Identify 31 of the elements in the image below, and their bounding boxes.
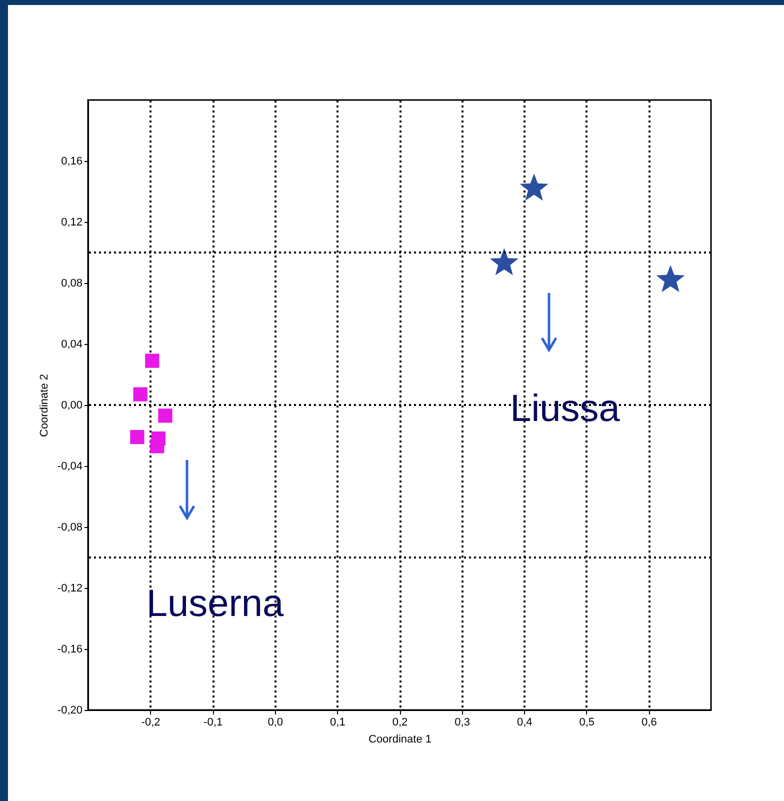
- x-tick-label: 0,1: [330, 716, 346, 728]
- x-tick-label: -0,2: [141, 716, 160, 728]
- x-axis-title: Coordinate 1: [368, 734, 432, 746]
- point: [490, 248, 518, 276]
- y-tick-label: 0,08: [61, 278, 82, 290]
- x-tick-label: 0,5: [579, 716, 595, 728]
- point: [130, 430, 144, 444]
- y-tick-label: -0,08: [57, 522, 82, 534]
- y-axis-title: Coordinate 2: [38, 374, 50, 437]
- x-tick-label: 0,0: [268, 716, 284, 728]
- point: [656, 264, 685, 292]
- y-tick-label: -0,12: [57, 582, 82, 594]
- x-tick-label: 0,6: [642, 716, 657, 728]
- y-tick-label: -0,04: [57, 460, 82, 472]
- x-tick-label: -0,1: [204, 716, 223, 728]
- point: [520, 173, 548, 201]
- y-tick-label: 0,12: [61, 216, 82, 228]
- annotation: Luserna: [146, 583, 285, 625]
- annotation: Liussa: [510, 388, 621, 430]
- point: [158, 408, 172, 423]
- x-tick-label: 0,2: [392, 716, 408, 728]
- y-tick-label: -0,16: [57, 644, 82, 656]
- point: [145, 354, 160, 368]
- y-tick-label: 0,16: [61, 156, 82, 168]
- x-tick-label: 0,3: [454, 716, 470, 728]
- y-tick-label: -0,20: [57, 704, 82, 716]
- y-tick-label: 0,04: [61, 338, 82, 350]
- y-tick-label: 0,00: [61, 400, 82, 412]
- x-tick-label: 0,4: [516, 716, 532, 728]
- point: [150, 439, 164, 454]
- point: [133, 387, 148, 402]
